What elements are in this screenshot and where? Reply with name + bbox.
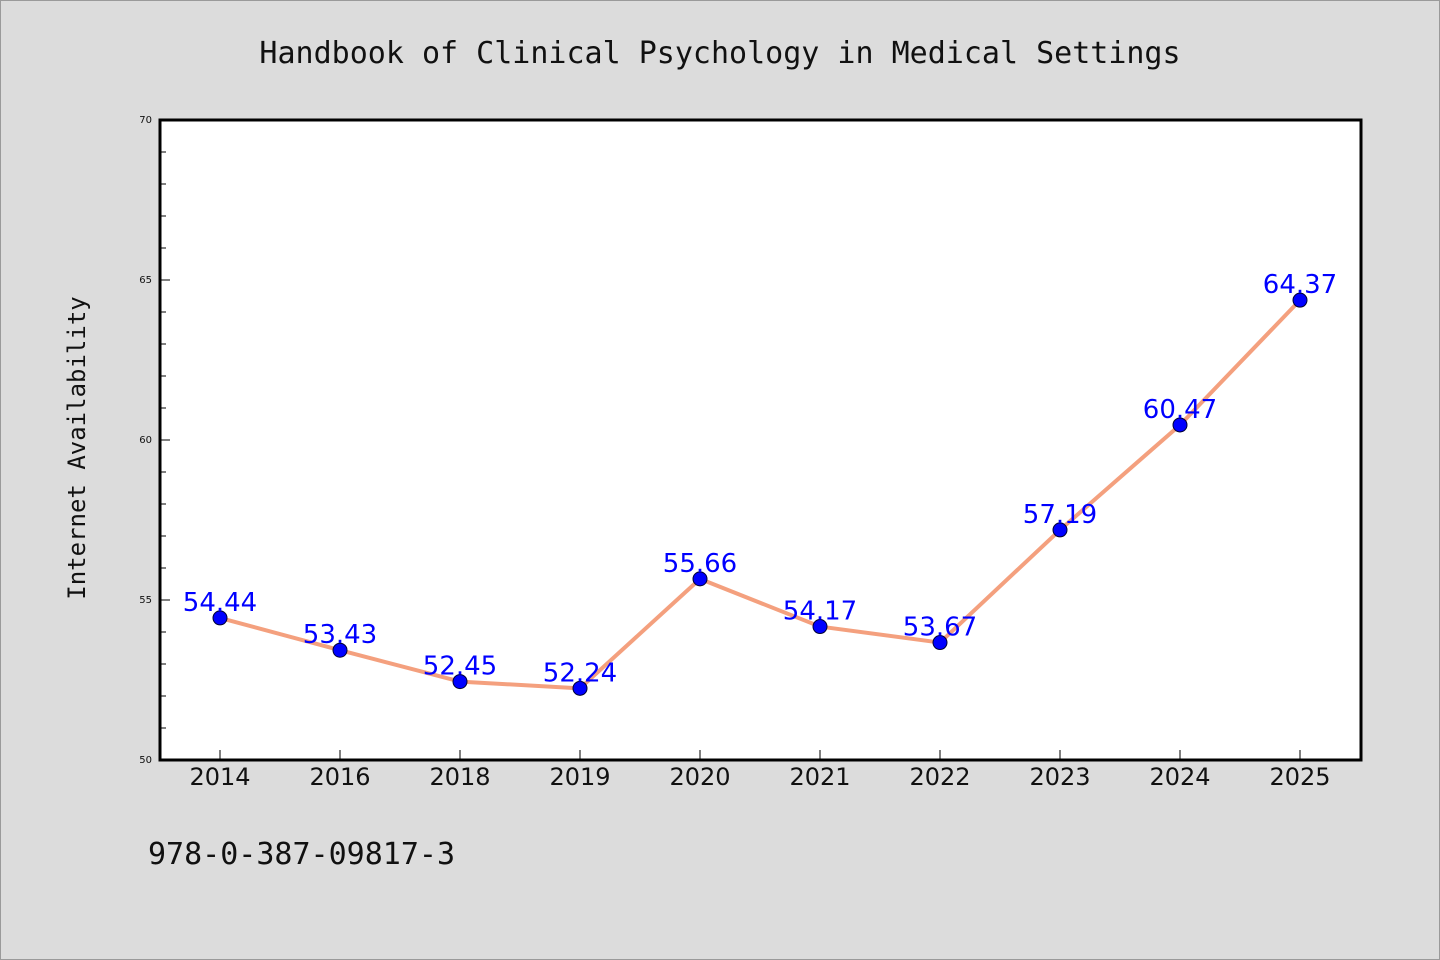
x-tick-label: 2021: [789, 763, 850, 791]
x-tick-label: 2016: [309, 763, 370, 791]
data-label: 52.24: [543, 658, 617, 688]
data-point-marker: [692, 571, 708, 587]
y-axis-label: Internet Availability: [63, 296, 91, 599]
series-markers: [212, 292, 1308, 696]
x-tick-label: 2018: [429, 763, 490, 791]
y-tick-label: 70: [139, 115, 152, 126]
y-tick-label: 50: [139, 755, 152, 766]
x-tick-label: 2025: [1269, 763, 1330, 791]
x-tick-label: 2023: [1029, 763, 1090, 791]
data-point-marker: [212, 610, 228, 626]
x-tick-label: 2024: [1149, 763, 1210, 791]
data-labels: 54.44 53.43 52.45 52.24 55.66 54.17 53.67 57.19…: [183, 270, 1337, 688]
plot-border: [158, 118, 1363, 762]
data-label: 54.44: [183, 588, 257, 618]
data-label: 54.17: [783, 597, 857, 627]
data-point-marker: [932, 635, 948, 651]
data-point-marker: [1172, 417, 1188, 433]
data-label: 52.45: [423, 652, 497, 682]
data-label: 64.37: [1263, 270, 1337, 300]
data-point-marker: [452, 674, 468, 690]
data-point-marker: [572, 680, 588, 696]
data-point-marker: [812, 619, 828, 635]
y-tick-label: 60: [139, 435, 152, 446]
data-point-marker: [1292, 292, 1308, 308]
x-tick-label: 2014: [189, 763, 250, 791]
y-tick-label: 55: [139, 595, 152, 606]
data-point-marker: [332, 642, 348, 658]
data-point-marker: [1052, 522, 1068, 538]
data-label: 60.47: [1143, 395, 1217, 425]
series-line: [218, 298, 1302, 691]
data-label: 53.43: [303, 620, 377, 650]
x-tick-label: 2022: [909, 763, 970, 791]
x-tick-label: 2020: [669, 763, 730, 791]
x-axis: 2014 2016 2018 2019 2020 2021 2022 2023 2024 2025: [189, 750, 1331, 791]
isbn-footer: 978-0-387-09817-3: [148, 837, 455, 872]
y-tick-label: 65: [139, 275, 152, 286]
data-label: 57.19: [1023, 500, 1097, 530]
chart-title: Handbook of Clinical Psychology in Medic…: [259, 36, 1180, 71]
x-tick-label: 2019: [549, 763, 610, 791]
data-label: 55.66: [663, 549, 737, 579]
data-label: 53.67: [903, 613, 977, 643]
plot-area: [160, 120, 1361, 760]
